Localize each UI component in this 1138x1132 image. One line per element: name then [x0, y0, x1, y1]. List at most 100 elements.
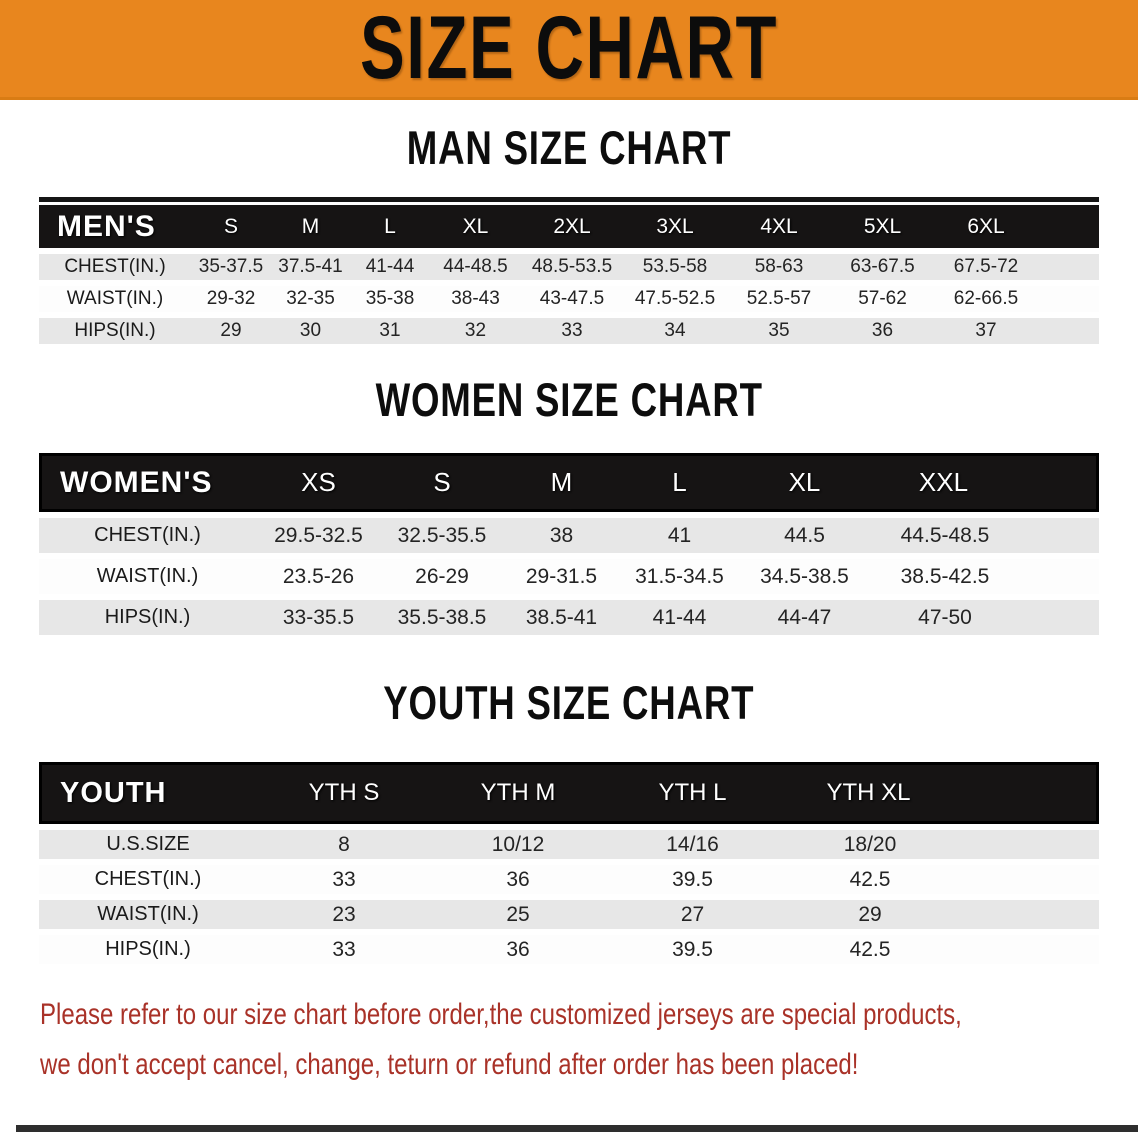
men-section-title-wrap: MAN SIZE CHART [39, 120, 1099, 175]
size-column-header: L [350, 205, 430, 248]
size-value-cell: 37 [934, 312, 1099, 344]
row-label: HIPS(IN.) [39, 929, 257, 964]
row-label: WAIST(IN.) [39, 280, 191, 312]
size-value-cell: 26-29 [381, 553, 503, 594]
size-value-cell: 38-43 [430, 280, 521, 312]
table-row: HIPS(IN.) 33-35.5 35.5-38.5 38.5-41 41-44 44-… [39, 594, 1099, 635]
men-table-header-row: MEN'S S M L XL 2XL 3XL 4XL 5XL 6XL [39, 205, 1099, 248]
youth-table-corner-label: YOUTH [39, 762, 257, 824]
row-label: WAIST(IN.) [39, 894, 257, 929]
size-value-cell: 37.5-41 [271, 248, 350, 280]
size-value-cell: 38.5-41 [503, 594, 620, 635]
size-column-header: 3XL [623, 205, 727, 248]
size-column-header: S [191, 205, 271, 248]
size-value-cell: 23 [257, 894, 431, 929]
size-value-cell: 27 [605, 894, 780, 929]
youth-table-body: U.S.SIZE 8 10/12 14/16 18/20 CHEST(IN.) 33 36 39… [39, 824, 1099, 964]
men-table-top-border [39, 197, 1099, 202]
size-value-cell: 44-47 [739, 594, 870, 635]
size-value-cell: 57-62 [831, 280, 934, 312]
size-column-header: 6XL [934, 205, 1099, 248]
size-value-cell: 47-50 [870, 594, 1099, 635]
size-column-header: 5XL [831, 205, 934, 248]
size-column-header: XXL [870, 453, 1099, 512]
size-value-cell: 35 [727, 312, 831, 344]
disclaimer-line-1: Please refer to our size chart before or… [40, 998, 962, 1031]
size-column-header: YTH S [257, 762, 431, 824]
size-column-header: M [271, 205, 350, 248]
size-column-header: YTH M [431, 762, 605, 824]
size-column-header: XL [739, 453, 870, 512]
size-value-cell: 35-37.5 [191, 248, 271, 280]
row-label: HIPS(IN.) [39, 594, 256, 635]
table-row: WAIST(IN.) 23.5-26 26-29 29-31.5 31.5-34.5 34… [39, 553, 1099, 594]
size-value-cell: 44.5-48.5 [870, 512, 1099, 553]
size-value-cell: 10/12 [431, 824, 605, 859]
size-value-cell: 39.5 [605, 859, 780, 894]
size-value-cell: 32-35 [271, 280, 350, 312]
size-value-cell: 29 [191, 312, 271, 344]
women-table-header-row: WOMEN'S XS S M L XL XXL [39, 453, 1099, 512]
size-column-header: YTH XL [780, 762, 1099, 824]
size-value-cell: 44.5 [739, 512, 870, 553]
women-section-title: WOMEN SIZE CHART [375, 373, 763, 426]
size-value-cell: 63-67.5 [831, 248, 934, 280]
table-row: CHEST(IN.) 33 36 39.5 42.5 [39, 859, 1099, 894]
size-value-cell: 33 [257, 859, 431, 894]
size-column-header: YTH L [605, 762, 780, 824]
size-column-header: M [503, 453, 620, 512]
disclaimer-line-2: we don't accept cancel, change, teturn o… [40, 1048, 859, 1081]
women-size-table: WOMEN'S XS S M L XL XXL CHEST(IN.) 29.5-32.5 32… [39, 453, 1099, 635]
table-row: HIPS(IN.) 33 36 39.5 42.5 [39, 929, 1099, 964]
youth-size-table: YOUTH YTH S YTH M YTH L YTH XL U.S.SIZE 8 10/… [39, 762, 1099, 964]
size-value-cell: 38 [503, 512, 620, 553]
size-value-cell: 14/16 [605, 824, 780, 859]
size-value-cell: 32 [430, 312, 521, 344]
size-value-cell: 42.5 [780, 859, 1099, 894]
size-column-header: 2XL [521, 205, 623, 248]
size-value-cell: 32.5-35.5 [381, 512, 503, 553]
size-value-cell: 29-32 [191, 280, 271, 312]
size-column-header: L [620, 453, 739, 512]
women-table-corner-label: WOMEN'S [39, 453, 256, 512]
size-value-cell: 34.5-38.5 [739, 553, 870, 594]
youth-table-header-row: YOUTH YTH S YTH M YTH L YTH XL [39, 762, 1099, 824]
banner-title: SIZE CHART [359, 0, 779, 98]
size-column-header: 4XL [727, 205, 831, 248]
size-value-cell: 67.5-72 [934, 248, 1099, 280]
bottom-cropped-strip [16, 1125, 1138, 1132]
row-label: CHEST(IN.) [39, 859, 257, 894]
size-value-cell: 31 [350, 312, 430, 344]
row-label: U.S.SIZE [39, 824, 257, 859]
size-value-cell: 62-66.5 [934, 280, 1099, 312]
table-row: U.S.SIZE 8 10/12 14/16 18/20 [39, 824, 1099, 859]
table-row: WAIST(IN.) 29-32 32-35 35-38 38-43 43-47.5 47.… [39, 280, 1099, 312]
size-value-cell: 41-44 [350, 248, 430, 280]
size-value-cell: 41 [620, 512, 739, 553]
size-value-cell: 31.5-34.5 [620, 553, 739, 594]
size-value-cell: 30 [271, 312, 350, 344]
size-value-cell: 36 [831, 312, 934, 344]
youth-section: YOUTH SIZE CHART YOUTH YTH S YTH M YTH L YT… [0, 675, 1138, 964]
size-value-cell: 41-44 [620, 594, 739, 635]
table-row: HIPS(IN.) 29 30 31 32 33 34 35 36 37 [39, 312, 1099, 344]
row-label: CHEST(IN.) [39, 248, 191, 280]
size-column-header: S [381, 453, 503, 512]
women-section-title-wrap: WOMEN SIZE CHART [39, 372, 1099, 427]
women-table-body: CHEST(IN.) 29.5-32.5 32.5-35.5 38 41 44.5 44.5… [39, 512, 1099, 635]
size-value-cell: 36 [431, 929, 605, 964]
youth-section-title: YOUTH SIZE CHART [383, 676, 755, 729]
size-value-cell: 52.5-57 [727, 280, 831, 312]
size-value-cell: 53.5-58 [623, 248, 727, 280]
size-value-cell: 35-38 [350, 280, 430, 312]
men-section: MAN SIZE CHART MEN'S S M L XL 2XL 3XL 4XL 5XL 6X… [0, 120, 1138, 344]
row-label: CHEST(IN.) [39, 512, 256, 553]
size-value-cell: 38.5-42.5 [870, 553, 1099, 594]
table-row: CHEST(IN.) 35-37.5 37.5-41 41-44 44-48.5 48.5… [39, 248, 1099, 280]
size-value-cell: 25 [431, 894, 605, 929]
size-value-cell: 18/20 [780, 824, 1099, 859]
size-value-cell: 33-35.5 [256, 594, 381, 635]
men-table-corner-label: MEN'S [39, 205, 191, 248]
size-value-cell: 42.5 [780, 929, 1099, 964]
men-table-body: CHEST(IN.) 35-37.5 37.5-41 41-44 44-48.5 48.5… [39, 248, 1099, 344]
